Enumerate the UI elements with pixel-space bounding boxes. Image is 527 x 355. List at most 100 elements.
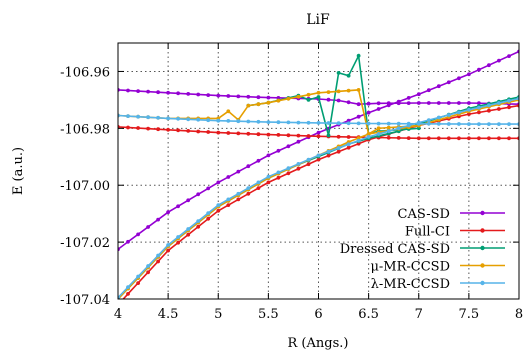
data-point xyxy=(186,117,191,122)
data-point xyxy=(256,132,261,137)
legend-swatch-marker xyxy=(480,245,485,251)
legend-item: μ-MR-CCSD xyxy=(370,260,505,275)
data-point xyxy=(166,248,171,253)
data-point xyxy=(256,102,261,107)
data-point xyxy=(146,115,151,120)
data-point xyxy=(126,114,130,118)
series-line xyxy=(118,97,519,299)
data-point xyxy=(276,133,281,137)
data-point xyxy=(286,133,291,138)
data-point xyxy=(457,101,461,105)
data-point xyxy=(316,130,321,135)
data-point xyxy=(366,135,371,139)
data-point xyxy=(487,63,491,68)
data-point xyxy=(166,243,171,247)
data-point xyxy=(186,198,191,203)
data-point xyxy=(246,103,251,108)
data-point xyxy=(226,94,231,98)
data-point xyxy=(366,121,371,126)
data-point xyxy=(457,76,461,81)
legend: CAS-SD Full-CI Dressed CAS-SD μ-MR-CCSD λ-MR… xyxy=(340,207,505,292)
y-tick-label: -107.02 xyxy=(60,236,110,251)
legend-swatch-marker xyxy=(480,263,485,268)
data-point xyxy=(386,103,391,108)
data-point xyxy=(426,118,431,122)
data-point xyxy=(446,136,451,141)
data-point xyxy=(336,134,341,139)
data-point xyxy=(246,119,251,124)
data-point xyxy=(507,98,511,103)
data-point xyxy=(256,95,261,100)
data-point xyxy=(216,203,221,208)
y-axis-label: E (a.u.) xyxy=(11,147,26,195)
data-point xyxy=(296,166,301,171)
x-tick-label: 4 xyxy=(114,307,122,322)
data-point xyxy=(186,92,191,96)
data-point xyxy=(376,101,381,106)
data-point xyxy=(316,90,321,95)
data-point xyxy=(467,112,471,116)
chart-title: LiF xyxy=(306,12,330,28)
legend-item: Full-CI xyxy=(405,225,505,240)
data-point xyxy=(467,107,471,112)
data-point xyxy=(477,105,481,110)
data-point xyxy=(346,100,351,105)
data-point xyxy=(156,259,161,264)
data-point xyxy=(136,89,141,93)
data-point xyxy=(156,217,161,222)
data-point xyxy=(156,127,161,132)
data-point xyxy=(156,115,161,120)
data-point xyxy=(467,101,471,105)
data-point xyxy=(286,96,291,101)
plot-series xyxy=(118,49,519,299)
data-point xyxy=(356,114,361,119)
data-point xyxy=(196,224,201,229)
data-point xyxy=(236,94,241,99)
data-point xyxy=(376,121,381,126)
data-point xyxy=(176,116,181,121)
data-point xyxy=(306,98,311,102)
data-point xyxy=(436,122,441,126)
y-tick-label: -107.04 xyxy=(60,293,110,308)
data-point xyxy=(457,110,461,115)
data-point xyxy=(126,239,130,244)
data-point xyxy=(436,136,441,141)
x-tick-label: 6.5 xyxy=(358,307,379,322)
data-point xyxy=(416,120,421,125)
data-point xyxy=(326,153,331,158)
data-point xyxy=(156,90,161,95)
data-point xyxy=(386,121,391,126)
data-point xyxy=(346,73,351,78)
data-point xyxy=(446,80,451,85)
axis-ticks: 4 4.5 5 5.5 6 6.5 7 7.5 8 -106.96 -106.98 -107.00 -1… xyxy=(60,43,523,322)
series-dressed-cas-sd-5 xyxy=(246,53,421,138)
data-point xyxy=(507,105,511,110)
legend-item: CAS-SD xyxy=(398,207,505,222)
data-point xyxy=(286,144,291,149)
data-point xyxy=(226,203,231,208)
data-point xyxy=(276,148,281,153)
data-point xyxy=(306,162,311,167)
data-point xyxy=(226,109,231,114)
data-point xyxy=(276,120,281,125)
x-tick-label: 7.5 xyxy=(459,307,480,322)
legend-label: CAS-SD xyxy=(398,207,450,222)
data-point xyxy=(356,88,361,92)
data-point xyxy=(126,292,130,296)
data-point xyxy=(276,175,281,180)
x-axis-label: R (Angs.) xyxy=(288,336,349,351)
data-point xyxy=(477,136,481,141)
data-point xyxy=(346,118,351,123)
data-point xyxy=(326,149,331,154)
data-point xyxy=(326,97,331,102)
data-point xyxy=(497,136,501,141)
data-point xyxy=(226,175,231,179)
data-point xyxy=(246,94,251,99)
data-point xyxy=(316,121,321,125)
data-point xyxy=(146,89,151,94)
data-point xyxy=(266,180,271,185)
data-point xyxy=(316,95,321,99)
data-point xyxy=(416,126,421,131)
data-point xyxy=(206,186,211,191)
data-point xyxy=(316,134,321,139)
